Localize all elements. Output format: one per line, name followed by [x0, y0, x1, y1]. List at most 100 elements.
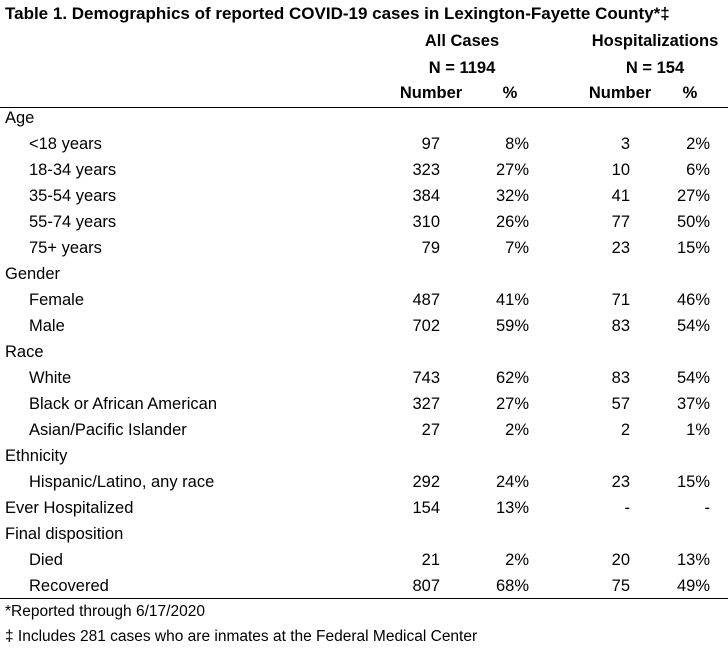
table-row: <18 years 97 8% 3 2% — [0, 135, 728, 161]
hosp-number-cell: 2 — [620, 421, 630, 439]
all-number-cell: 292 — [412, 473, 440, 491]
all-number-cell: 21 — [421, 551, 440, 569]
all-percent-cell: 8% — [505, 135, 529, 153]
hosp-number-cell: 77 — [611, 213, 630, 231]
hosp-percent-cell: 15% — [676, 473, 710, 491]
hosp-percent-cell: 2% — [686, 135, 710, 153]
table-row: Female 487 41% 71 46% — [0, 291, 728, 317]
hosp-number-cell: 10 — [611, 161, 630, 179]
table-row: 18-34 years 323 27% 10 6% — [0, 161, 728, 187]
row-label: <18 years — [29, 135, 102, 153]
row-label: Female — [29, 291, 85, 309]
footnote-inmates: ‡ Includes 281 cases who are inmates at … — [5, 628, 478, 645]
section-label: Ever Hospitalized — [5, 499, 134, 517]
table-section-row: Gender — [0, 265, 728, 291]
hosp-percent-cell: 50% — [676, 213, 710, 231]
row-label: Black or African American — [29, 395, 217, 413]
row-label: Hispanic/Latino, any race — [29, 473, 215, 491]
all-number-cell: 97 — [421, 135, 440, 153]
row-label: Died — [29, 551, 63, 569]
row-label: White — [29, 369, 72, 387]
hosp-number-cell: 23 — [611, 473, 630, 491]
all-percent-cell: 26% — [495, 213, 529, 231]
table-section-row: Final disposition — [0, 525, 728, 551]
all-number-cell: 487 — [412, 291, 440, 309]
hosp-number-cell: 75 — [611, 577, 630, 595]
hosp-number-cell: 71 — [611, 291, 630, 309]
section-label: Final disposition — [5, 525, 124, 543]
table-row: Recovered 807 68% 75 49% — [0, 577, 728, 603]
header-rule — [0, 107, 728, 108]
all-number-cell: 27 — [421, 421, 440, 439]
hosp-number-cell: 57 — [611, 395, 630, 413]
table-section-row: Ethnicity — [0, 447, 728, 473]
all-percent-cell: 27% — [495, 161, 529, 179]
table-row: 55-74 years 310 26% 77 50% — [0, 213, 728, 239]
hosp-percent-cell: 15% — [676, 239, 710, 257]
section-label: Ethnicity — [5, 447, 68, 465]
all-cases-header: All Cases — [424, 32, 500, 50]
hosp-percent-cell: 1% — [686, 421, 710, 439]
hosp-number-cell: - — [624, 499, 631, 517]
all-percent-cell: 7% — [505, 239, 529, 257]
all-percent-cell: 68% — [495, 577, 529, 595]
row-label: 75+ years — [29, 239, 102, 257]
hosp-percent-cell: 54% — [676, 317, 710, 335]
all-percent-cell: 32% — [495, 187, 529, 205]
row-label: Asian/Pacific Islander — [29, 421, 187, 439]
hosp-number-cell: 83 — [611, 369, 630, 387]
all-number-cell: 743 — [412, 369, 440, 387]
table-section-row: Ever Hospitalized 154 13% - - — [0, 499, 728, 525]
section-label: Gender — [5, 265, 61, 283]
all-percent-cell: 41% — [495, 291, 529, 309]
hosp-percent-cell: 6% — [686, 161, 710, 179]
hospitalizations-header: Hospitalizations — [591, 32, 719, 50]
footer-rule — [0, 598, 728, 599]
row-label: 55-74 years — [29, 213, 117, 231]
hosp-percent-cell: 37% — [676, 395, 710, 413]
table-row: Male 702 59% 83 54% — [0, 317, 728, 343]
row-label: Recovered — [29, 577, 109, 595]
all-percent-cell: 27% — [495, 395, 529, 413]
all-percent-cell: 62% — [495, 369, 529, 387]
hosp-number-cell: 3 — [620, 135, 630, 153]
table-row: 75+ years 79 7% 23 15% — [0, 239, 728, 265]
all-percent-cell: 13% — [495, 499, 529, 517]
hospitalizations-n: N = 154 — [625, 59, 685, 77]
table-row: Died 21 2% 20 13% — [0, 551, 728, 577]
hosp-percent-cell: 13% — [676, 551, 710, 569]
row-label: 18-34 years — [29, 161, 117, 179]
hosp-percent-cell: 54% — [676, 369, 710, 387]
table-row: Black or African American 327 27% 57 37% — [0, 395, 728, 421]
hosp-number-cell: 23 — [611, 239, 630, 257]
all-number-cell: 310 — [412, 213, 440, 231]
table-row: 35-54 years 384 32% 41 27% — [0, 187, 728, 213]
table-row: Hispanic/Latino, any race 292 24% 23 15% — [0, 473, 728, 499]
all-number-header: Number — [399, 84, 463, 102]
row-label: 35-54 years — [29, 187, 117, 205]
row-label: Male — [29, 317, 65, 335]
table-section-row: Race — [0, 343, 728, 369]
all-number-cell: 384 — [412, 187, 440, 205]
all-number-cell: 702 — [412, 317, 440, 335]
all-percent-cell: 59% — [495, 317, 529, 335]
hosp-number-cell: 20 — [611, 551, 630, 569]
hosp-percent-cell: - — [704, 499, 711, 517]
all-number-cell: 154 — [412, 499, 440, 517]
section-label: Age — [5, 109, 35, 127]
hosp-number-header: Number — [588, 84, 652, 102]
hosp-percent-cell: 46% — [676, 291, 710, 309]
all-number-cell: 807 — [412, 577, 440, 595]
all-number-cell: 79 — [421, 239, 440, 257]
table-title: Table 1. Demographics of reported COVID-… — [5, 4, 670, 23]
all-number-cell: 323 — [412, 161, 440, 179]
all-percent-cell: 2% — [505, 551, 529, 569]
footnote-reported-through: *Reported through 6/17/2020 — [5, 603, 205, 620]
hosp-number-cell: 83 — [611, 317, 630, 335]
all-cases-n: N = 1194 — [428, 59, 496, 77]
hosp-percent-header: % — [682, 84, 698, 102]
table-row: White 743 62% 83 54% — [0, 369, 728, 395]
section-label: Race — [5, 343, 44, 361]
all-percent-cell: 24% — [495, 473, 529, 491]
